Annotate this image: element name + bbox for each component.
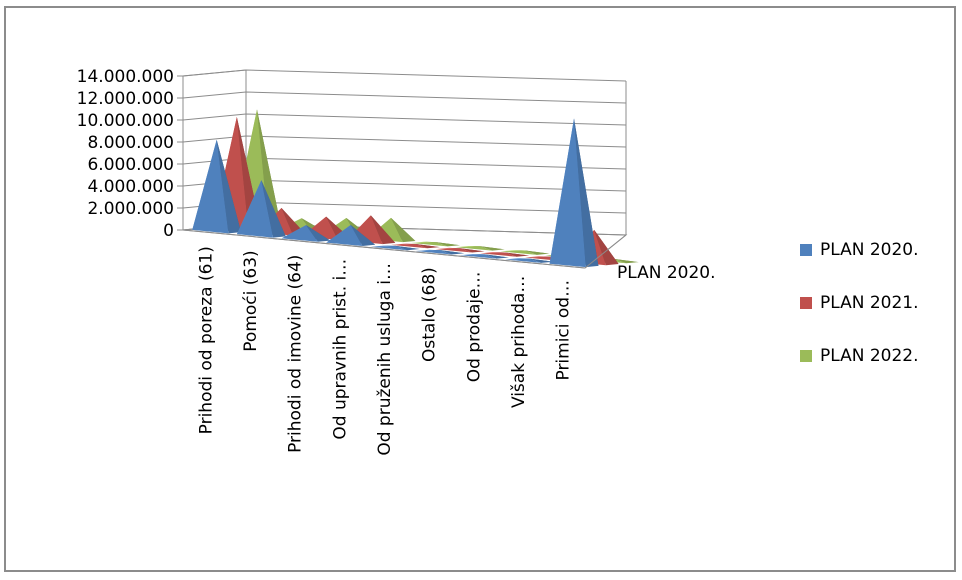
pyramid-bar [326,224,376,247]
pyramid-bar [504,258,554,263]
y-tick-label: 10.000.000 [77,111,174,131]
x-tick-label: Od pruženih usluga i… [375,263,395,456]
legend: PLAN 2020. PLAN 2021. PLAN 2022. [800,238,960,397]
depth-axis: PLAN 2020. [584,234,716,283]
legend-item: PLAN 2022. [800,344,960,368]
legend-item: PLAN 2021. [800,291,960,315]
y-axis-ticks: 02.000.0004.000.0006.000.0008.000.00010.… [77,67,183,241]
pyramid-bar [435,247,485,253]
y-tick-label: 12.000.000 [77,89,174,109]
bars [192,109,639,268]
x-tick-label: Pomoći (63) [241,250,261,351]
legend-item: PLAN 2020. [800,238,960,262]
y-tick-label: 4.000.000 [87,177,174,197]
y-tick-label: 8.000.000 [87,133,174,153]
x-tick-label: Primici od… [554,280,574,381]
gridline [182,91,627,104]
y-tick-label: 2.000.000 [87,199,174,219]
pyramid-bar [549,118,599,268]
x-tick-label: Prihodi od imovine (64) [286,255,306,453]
pyramid-bar [500,250,550,255]
y-tick-label: 14.000.000 [77,67,174,87]
x-tick-label: Višak prihoda… [509,276,529,408]
pyramid-bar [391,243,440,249]
pyramid-bar [192,139,242,234]
legend-swatch [800,297,812,309]
pyramid-bar [236,180,286,238]
x-tick-label: Od upravnih prist. i… [330,259,350,440]
gridline [182,157,627,170]
legend-label: PLAN 2022. [820,346,919,366]
chart-frame [4,6,956,572]
x-tick-label: Od prodaje… [464,271,484,382]
pyramid-bar [411,241,461,247]
x-tick-label: Ostalo (68) [420,267,440,362]
legend-label: PLAN 2020. [820,240,919,260]
legend-swatch [800,350,812,362]
x-axis-labels: Prihodi od poreza (61) Pomoći (63) Prihodi… [182,229,586,456]
depth-axis-label: PLAN 2020. [617,263,716,283]
y-tick-label: 6.000.000 [87,155,174,175]
y-tick-label: 0 [163,221,174,241]
pyramid-bar [455,245,505,251]
pyramid-bar [370,245,420,251]
pyramid-bar [460,254,510,259]
gridline [182,69,627,82]
pyramid-bar [415,249,465,255]
x-tick-label: Prihodi od poreza (61) [196,246,216,434]
gridline [182,135,627,148]
pyramid-bar [281,225,331,242]
legend-swatch [800,244,812,256]
legend-label: PLAN 2021. [820,293,919,313]
gridline [182,113,627,126]
pyramid-bar [480,252,530,257]
